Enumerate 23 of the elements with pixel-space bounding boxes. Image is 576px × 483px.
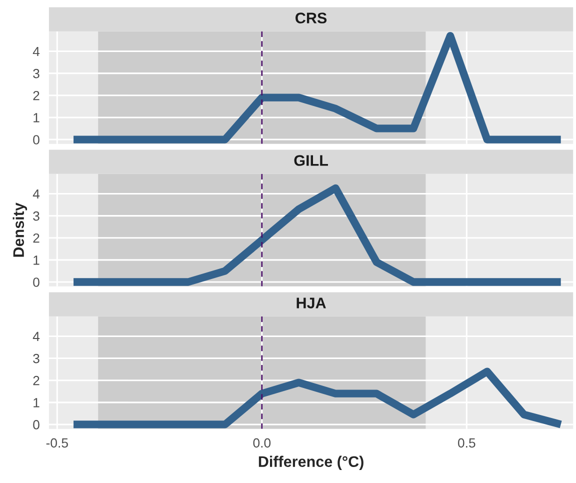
x-tick-label: 0.5 <box>458 438 476 448</box>
x-tick-label: -0.5 <box>46 438 68 448</box>
chart-title: HJA <box>296 298 326 308</box>
y-tick-label: 3 <box>33 354 40 364</box>
y-tick-label: 1 <box>34 398 40 408</box>
y-tick-label: 0 <box>33 420 40 430</box>
x-tick-label: 0.0 <box>253 438 271 448</box>
y-tick-label: 1 <box>34 256 40 265</box>
y-tick-label: 4 <box>32 46 40 56</box>
y-tick-label: 3 <box>33 68 40 78</box>
chart-title: GILL <box>294 155 328 166</box>
y-tick-label: 1 <box>34 113 40 122</box>
y-tick-label: 4 <box>32 189 40 199</box>
y-tick-label: 4 <box>32 332 40 342</box>
y-tick-label: 2 <box>33 90 40 100</box>
x-axis-title: Difference (°C) <box>258 456 364 470</box>
y-tick-label: 3 <box>33 211 40 221</box>
chart-title: CRS <box>296 12 327 24</box>
y-tick-label: 2 <box>33 376 40 386</box>
y-tick-label: 2 <box>33 233 40 243</box>
y-tick-label: 0 <box>33 278 40 287</box>
y-axis-title: Density <box>12 202 28 257</box>
y-tick-label: 0 <box>33 135 40 144</box>
